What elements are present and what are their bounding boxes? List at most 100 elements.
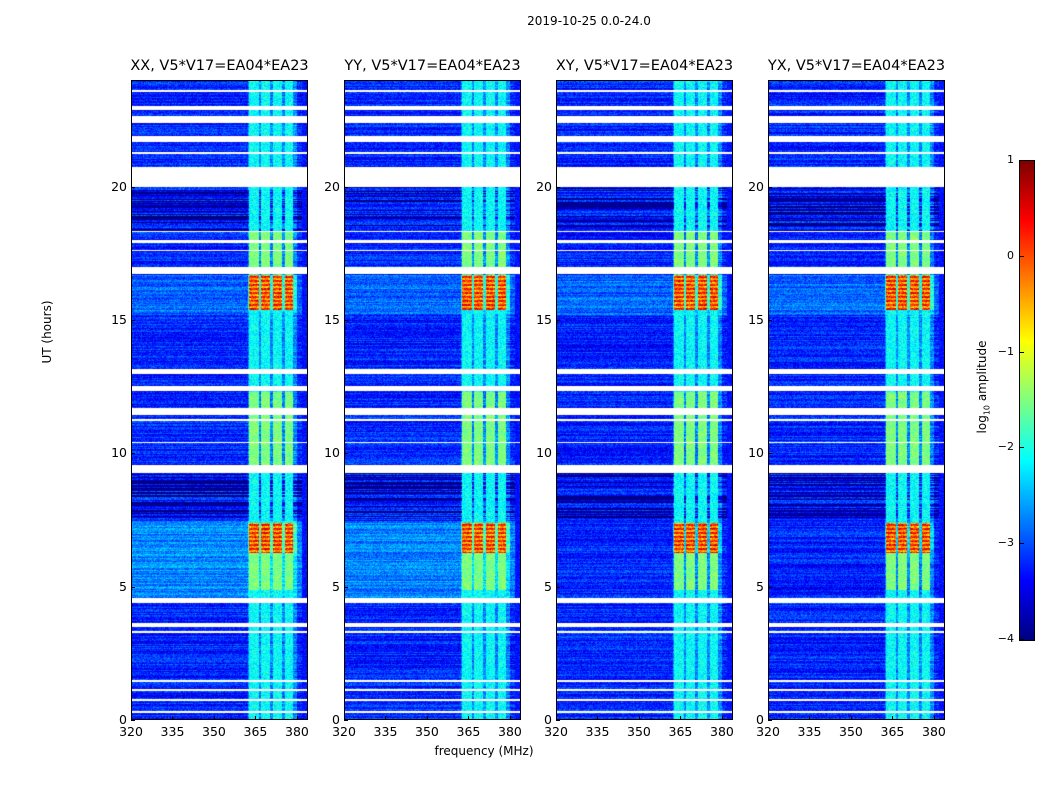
colorbar <box>1019 160 1035 641</box>
y-tick <box>556 720 560 721</box>
x-tick <box>509 716 511 720</box>
x-tick <box>768 716 769 720</box>
colorbar-tick-label: −4 <box>997 632 1014 645</box>
x-tick-label: 380 <box>498 724 522 739</box>
y-tick-label: 0 <box>544 712 552 727</box>
x-tick <box>892 716 894 720</box>
colorbar-tick <box>1020 255 1024 257</box>
panel-title: XY, V5*V17=EA04*EA23 <box>555 58 734 74</box>
y-axis-label: UT (hours) <box>40 300 54 364</box>
y-tick-label: 15 <box>324 312 340 327</box>
y-tick-label: 10 <box>324 445 340 461</box>
y-tick-label: 5 <box>544 578 552 594</box>
y-tick-label: 5 <box>119 578 127 594</box>
y-tick <box>768 186 772 188</box>
colorbar-tick <box>1020 639 1024 640</box>
y-tick-label: 20 <box>536 178 552 194</box>
x-tick <box>468 716 470 720</box>
y-tick <box>768 586 772 588</box>
y-tick <box>556 453 560 455</box>
x-tick-label: 380 <box>710 724 734 739</box>
colorbar-tick <box>1020 447 1024 449</box>
x-tick <box>638 716 640 720</box>
heatmap-image <box>768 80 945 720</box>
y-tick <box>768 453 772 455</box>
y-tick <box>768 720 772 721</box>
panel-2: XY, V5*V17=EA04*EA23 0 5 10 15 20 320 335 350 365… <box>536 58 734 739</box>
y-tick-label: 0 <box>332 712 340 727</box>
x-tick-label: 350 <box>415 724 439 739</box>
x-tick-label: 320 <box>756 724 780 739</box>
x-tick <box>385 716 387 720</box>
x-tick <box>933 716 935 720</box>
y-tick-label: 15 <box>536 312 552 327</box>
colorbar-tick-label: 1 <box>1007 153 1014 166</box>
figure-title: 2019-10-25 0.0-24.0 <box>527 14 651 28</box>
y-tick-label: 20 <box>748 178 764 194</box>
y-tick <box>344 320 348 321</box>
x-axis-label: frequency (MHz) <box>434 744 534 758</box>
x-tick <box>296 716 298 720</box>
y-tick-label: 10 <box>111 445 127 461</box>
x-tick-label: 365 <box>243 724 268 739</box>
y-tick-label: 5 <box>332 578 340 594</box>
x-tick <box>597 716 599 720</box>
y-tick <box>344 453 348 455</box>
colorbar-tick-label: −3 <box>997 536 1014 550</box>
x-tick-label: 350 <box>627 724 651 739</box>
x-tick-label: 335 <box>373 724 398 739</box>
panel-3: YX, V5*V17=EA04*EA23 0 5 10 15 20 320 335 350 365… <box>748 58 946 739</box>
colorbar-tick-label: −1 <box>997 344 1014 358</box>
x-tick <box>255 716 257 720</box>
panel-0: XX, V5*V17=EA04*EA23 0 5 10 15 20 320 335 350 365… <box>111 58 309 739</box>
x-tick <box>131 716 132 720</box>
x-tick <box>680 716 682 720</box>
y-tick-label: 20 <box>324 178 340 194</box>
x-tick <box>426 716 428 720</box>
y-tick-label: 20 <box>111 178 127 194</box>
colorbar-tick <box>1020 543 1024 545</box>
x-tick-label: 335 <box>160 724 185 739</box>
x-tick-label: 365 <box>880 724 905 739</box>
y-tick <box>344 586 348 588</box>
x-tick <box>172 716 174 720</box>
x-tick-label: 350 <box>839 724 863 739</box>
colorbar-tick <box>1020 351 1024 353</box>
heatmap-image <box>556 80 733 720</box>
y-tick <box>131 453 135 455</box>
y-tick <box>768 320 772 321</box>
x-tick <box>809 716 811 720</box>
x-tick-label: 320 <box>332 724 356 739</box>
panel-title: YY, V5*V17=EA04*EA23 <box>344 58 521 74</box>
colorbar-label: log10 amplitude <box>975 340 992 434</box>
panel-1: YY, V5*V17=EA04*EA23 0 5 10 15 20 320 335 350 365… <box>324 58 522 739</box>
y-tick <box>344 186 348 188</box>
colorbar-tick <box>1020 160 1024 161</box>
y-tick <box>556 186 560 188</box>
y-tick-label: 15 <box>111 312 127 327</box>
y-tick-label: 10 <box>748 445 764 461</box>
x-tick <box>344 716 345 720</box>
heatmap-image <box>131 80 308 720</box>
x-tick-label: 365 <box>668 724 693 739</box>
y-tick <box>131 186 135 188</box>
colorbar-tick-label: −2 <box>997 440 1014 454</box>
colorbar-tick-label: 0 <box>1007 248 1014 262</box>
y-tick <box>556 320 560 321</box>
y-tick <box>556 586 560 588</box>
heatmap-image <box>344 80 521 720</box>
x-tick <box>721 716 723 720</box>
x-tick-label: 320 <box>119 724 143 739</box>
panel-title: XX, V5*V17=EA04*EA23 <box>130 58 309 74</box>
x-tick-label: 350 <box>202 724 226 739</box>
x-tick <box>850 716 852 720</box>
y-tick-label: 5 <box>756 578 764 594</box>
x-tick <box>213 716 215 720</box>
y-tick <box>344 720 348 721</box>
y-tick-label: 0 <box>756 712 764 727</box>
x-tick-label: 365 <box>456 724 481 739</box>
y-tick-label: 10 <box>536 445 552 461</box>
x-tick <box>556 716 557 720</box>
y-tick <box>131 320 135 321</box>
